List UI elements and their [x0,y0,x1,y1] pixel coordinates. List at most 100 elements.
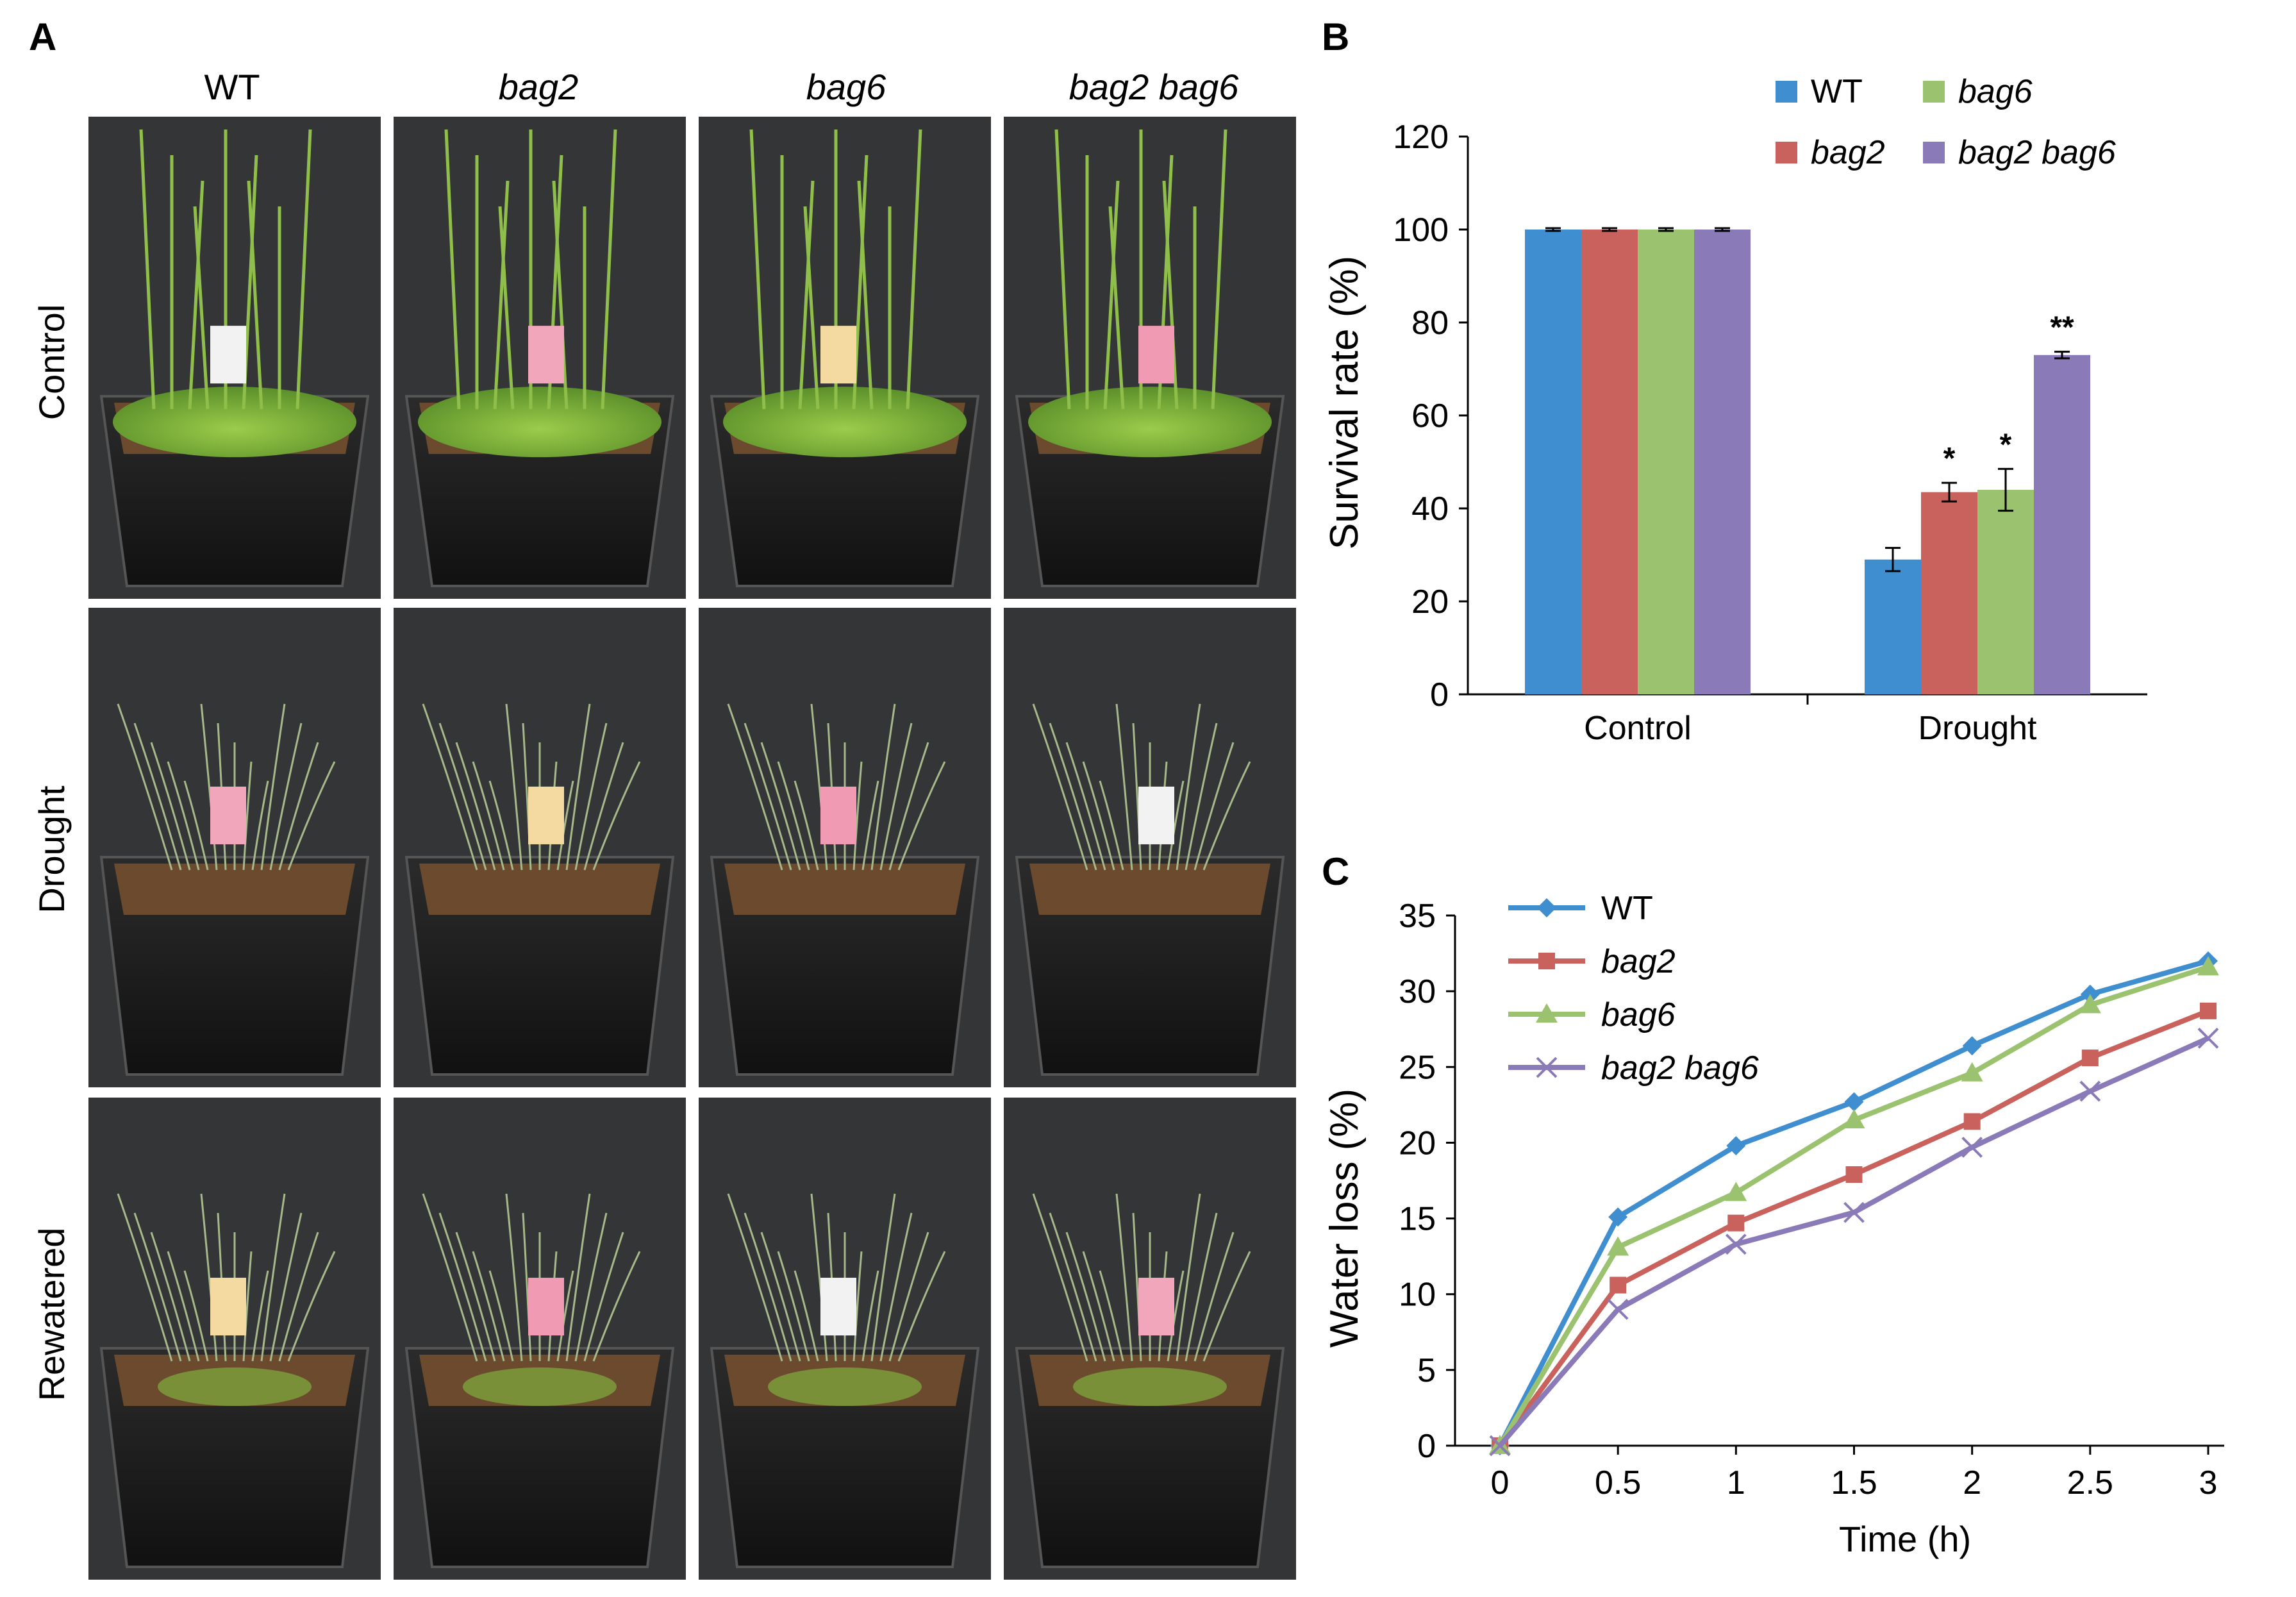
marker-x [1961,1137,1983,1158]
marker-square [2081,1049,2099,1067]
line-x-tick-label: 3 [2199,1464,2218,1501]
stem-line [1185,1212,1218,1362]
photo-drought-bag2-bag6 [1004,608,1296,1087]
stem-line [1167,1270,1185,1362]
stem-line [183,780,209,871]
stem-line [505,703,523,871]
marker-x [2197,1027,2219,1049]
stem-line [1099,1270,1124,1362]
col-header-wt: WT [204,67,260,107]
significance-mark: ** [2050,311,2074,345]
stem-line [522,723,532,871]
stem-line [150,742,191,871]
stem-line [287,1251,336,1362]
marker-x [1607,1298,1629,1320]
plant-tag [1138,786,1174,844]
marker-x [1489,1435,1511,1457]
stem-line [247,180,263,410]
stem-line [861,1270,879,1362]
photo-rewatered-bag6 [699,1098,991,1580]
bar-bag6-drought [1977,490,2034,694]
rosette-shape [723,387,967,458]
line-y-tick-label: 10 [1399,1276,1436,1314]
stem-line [472,761,505,871]
soil-shape [724,863,965,915]
line-x-tick-label: 2 [1963,1464,1981,1501]
stem-line [260,703,286,871]
stem-line [444,129,461,410]
rosette-shape [158,1367,312,1407]
legend-swatch [1923,81,1945,103]
stem-line [592,761,641,871]
stem-line [1132,723,1142,871]
line-x-tick-label: 2.5 [2067,1464,2113,1501]
stem-line [139,129,156,410]
photo-control-bag2-bag6 [1004,117,1296,599]
bar-bag2-bag6-drought [2034,355,2090,694]
stem-line [488,780,514,871]
panel-b: B Survival rate (%) 0 20 40 60 80 100 120 Contr… [1322,15,2147,747]
legend-swatch [1923,142,1945,163]
stem-line [188,180,204,410]
stem-line [1103,180,1120,410]
marker-triangle [1961,1062,1983,1082]
marker-triangle [2197,956,2219,976]
marker-diamond [1537,898,1556,917]
legend-label: bag2 [1811,134,1885,171]
stem-line [1132,1212,1142,1362]
photo-rewatered-wt [88,1098,381,1580]
stem-line [117,1193,173,1362]
stem-line [592,1251,641,1362]
stem-line [798,180,815,410]
stem-line [879,723,913,871]
plant-tag [820,786,856,844]
stem-line [810,1193,828,1362]
stem-line [251,780,269,871]
stem-line [1082,1251,1115,1362]
rosette-shape [113,387,356,458]
stem-line [133,723,182,871]
soil-shape [419,863,660,915]
stem-line [853,1251,863,1362]
photo-control-wt [88,117,381,599]
marker-x [1843,1201,1865,1223]
rosette-shape [463,1367,617,1407]
line-x-tick-label: 0 [1491,1464,1510,1501]
stem-line [438,723,487,871]
plant-tag [210,786,246,844]
stem-line [749,129,766,410]
stem-line [150,1232,191,1362]
stem-line [857,180,874,410]
stem-line [803,206,820,410]
marker-x [1536,1057,1558,1078]
panel-a-label: A [29,15,56,58]
marker-diamond [1844,1092,1864,1112]
marker-x [1725,1233,1747,1255]
photo-drought-wt [88,608,381,1087]
stem-line [1054,129,1071,410]
stem-line [744,723,792,871]
line-x-tick-label: 1.5 [1831,1464,1877,1501]
stem-line [117,703,173,871]
stem-line [422,1193,478,1362]
stem-line [583,742,624,871]
marker-triangle [2079,994,2101,1014]
stem-line [556,780,574,871]
legend-label: bag6 [1958,73,2033,110]
stem-line [278,1232,319,1362]
stem-line [438,1212,487,1362]
series-line [1497,964,2209,1448]
stem-line [760,742,801,871]
rosette-shape [1073,1367,1227,1407]
bar-y-tick-label: 80 [1411,305,1449,342]
stem-line [295,129,312,410]
line-x-tick-label: 1 [1727,1464,1745,1501]
stem-line [727,1193,783,1362]
stem-line [1202,1251,1251,1362]
stem-line [193,206,210,410]
plant-tag [820,1278,856,1336]
photo-control-bag6 [699,117,991,599]
stem-line [1099,780,1124,871]
photo-control-bag2 [394,117,686,599]
